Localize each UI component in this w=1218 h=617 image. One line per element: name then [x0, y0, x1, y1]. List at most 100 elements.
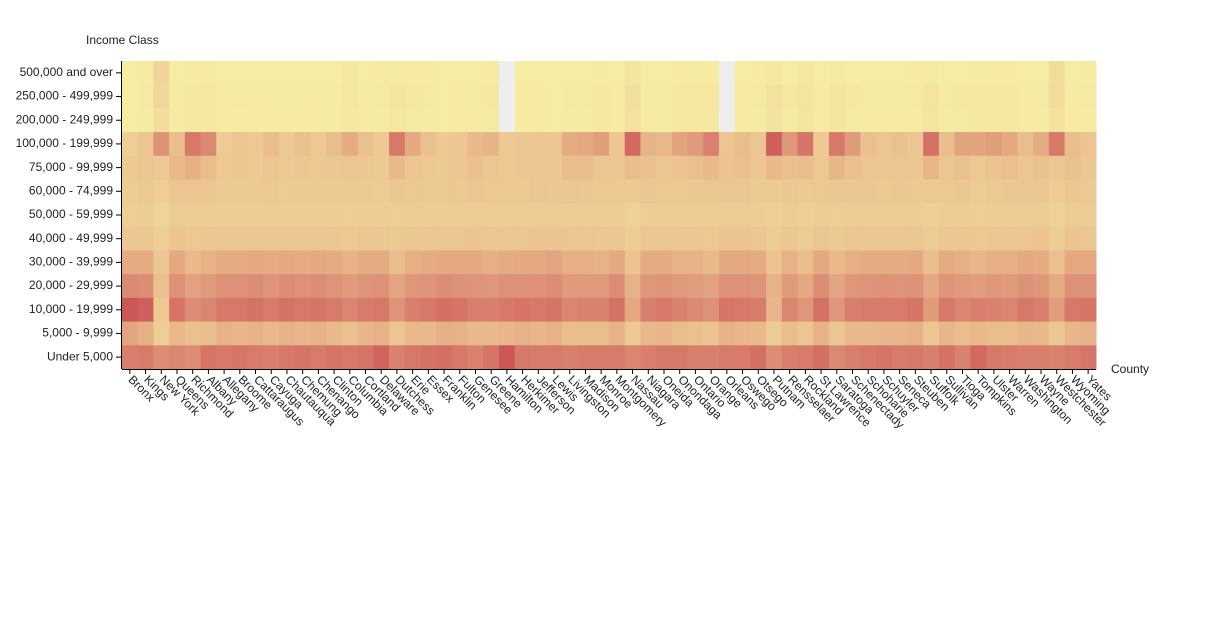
cell	[938, 274, 956, 299]
cell	[986, 203, 1003, 228]
cell	[891, 203, 908, 228]
cell	[514, 297, 531, 323]
cell	[1017, 108, 1034, 133]
cell	[938, 108, 956, 133]
cell	[530, 61, 547, 86]
cell	[609, 132, 626, 157]
cell	[577, 132, 594, 157]
cell	[122, 132, 139, 157]
cell	[1001, 250, 1018, 275]
missing-cell	[718, 84, 736, 109]
cell	[184, 297, 202, 323]
cell	[640, 84, 657, 109]
cell	[609, 179, 626, 204]
cell	[891, 345, 908, 370]
cell	[420, 226, 437, 252]
cell	[184, 179, 202, 204]
cell	[781, 203, 799, 228]
cell	[436, 132, 453, 157]
cell	[734, 108, 751, 133]
cell	[546, 345, 563, 370]
cell	[766, 345, 783, 370]
cell	[797, 226, 814, 252]
cell	[216, 321, 233, 346]
missing-cell	[718, 108, 736, 133]
cell	[436, 274, 453, 299]
cell	[1048, 84, 1066, 109]
cell	[954, 61, 971, 86]
cell	[1064, 250, 1081, 275]
cell	[876, 250, 893, 275]
cell	[263, 345, 280, 370]
cell	[530, 345, 547, 370]
y-tick-label: 40,000 - 49,999	[29, 231, 113, 245]
cell	[703, 155, 720, 180]
cell	[530, 274, 547, 299]
cell	[970, 108, 987, 133]
cell	[200, 84, 217, 109]
cell	[640, 132, 657, 157]
cell	[184, 108, 202, 133]
cell	[797, 274, 814, 299]
cell	[828, 250, 846, 275]
cell	[341, 132, 359, 157]
cell	[122, 274, 139, 299]
cell	[530, 226, 547, 252]
cell	[310, 321, 327, 346]
cell	[341, 250, 359, 275]
cell	[876, 132, 893, 157]
cell	[247, 297, 264, 323]
cell	[828, 179, 846, 204]
cell	[640, 345, 657, 370]
cell	[546, 274, 563, 299]
cell	[373, 61, 390, 86]
cell	[263, 226, 280, 252]
cell	[766, 108, 783, 133]
cell	[860, 179, 877, 204]
cell	[1017, 226, 1034, 252]
cell	[750, 155, 767, 180]
cell	[279, 345, 296, 370]
cell	[483, 250, 500, 275]
cell	[326, 155, 343, 180]
cell	[593, 108, 610, 133]
cell	[561, 84, 579, 109]
cell	[734, 250, 751, 275]
cell	[169, 345, 186, 370]
cell	[499, 321, 516, 346]
cell	[656, 132, 673, 157]
cell	[750, 179, 767, 204]
cell	[1001, 321, 1018, 346]
cell	[153, 226, 170, 252]
cell	[420, 250, 437, 275]
cell	[404, 155, 421, 180]
cell	[247, 321, 264, 346]
cell	[609, 108, 626, 133]
cell	[844, 321, 861, 346]
cell	[1001, 179, 1018, 204]
cell	[656, 179, 673, 204]
cell	[279, 203, 296, 228]
cell	[1064, 179, 1081, 204]
cell	[122, 155, 139, 180]
cell	[656, 108, 673, 133]
cell	[420, 321, 437, 346]
cell	[184, 84, 202, 109]
cell	[876, 226, 893, 252]
cell	[750, 226, 767, 252]
cell	[451, 321, 469, 346]
cell	[1064, 345, 1081, 370]
cell	[1033, 345, 1050, 370]
cell	[451, 226, 469, 252]
missing-cell	[499, 108, 516, 133]
cell	[310, 61, 327, 86]
cell	[169, 226, 186, 252]
cell	[499, 226, 516, 252]
cell	[373, 345, 390, 370]
cell	[781, 274, 799, 299]
cell	[1033, 226, 1050, 252]
cell	[781, 155, 799, 180]
cell	[530, 321, 547, 346]
y-tick-label: 75,000 - 99,999	[29, 160, 113, 174]
